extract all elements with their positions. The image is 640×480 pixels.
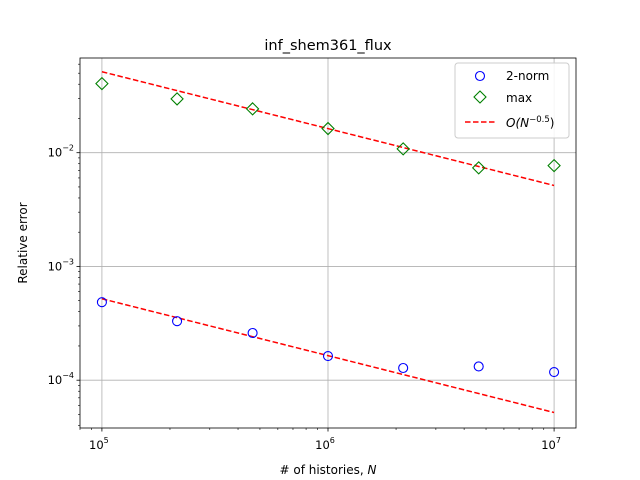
marker-2norm <box>96 297 107 308</box>
legend: 2-norm max O(N−0.5) <box>454 62 570 139</box>
reference-line <box>101 71 555 187</box>
legend-2norm-label: 2-norm <box>506 69 549 83</box>
reference-lines <box>101 71 555 414</box>
marker-2norm <box>473 361 484 372</box>
x-axis-label: # of histories, N <box>279 463 376 477</box>
reference-line <box>101 298 555 414</box>
y-axis-label: Relative error <box>16 202 30 283</box>
y-tick-label: 10−4 <box>48 371 74 387</box>
legend-max-marker <box>473 90 487 104</box>
y-tick-label: 10−2 <box>48 144 74 160</box>
marker-max <box>170 92 184 106</box>
marker-max <box>95 76 109 91</box>
marker-2norm <box>398 362 409 374</box>
legend-2norm-marker <box>474 70 486 82</box>
legend-reference-label: O(N−0.5) <box>506 115 554 130</box>
legend-box <box>454 62 570 139</box>
data-markers <box>95 76 561 378</box>
marker-max <box>396 142 410 156</box>
marker-max <box>471 161 486 175</box>
marker-2norm <box>549 366 560 378</box>
x-tick-label: 106 <box>315 436 335 452</box>
x-tick-label: 107 <box>541 436 561 452</box>
x-tick-label: 105 <box>89 436 109 452</box>
marker-2norm <box>322 351 334 362</box>
marker-max <box>245 102 260 116</box>
marker-2norm <box>172 316 183 327</box>
marker-2norm <box>247 327 258 339</box>
marker-max <box>547 158 561 173</box>
axis-ticks: 105 106 107 10−4 10−3 10−2 <box>48 63 561 452</box>
y-tick-label: 10−3 <box>48 257 74 273</box>
marker-max <box>321 121 335 136</box>
chart-title: inf_shem361_flux <box>264 38 392 54</box>
legend-max-label: max <box>506 91 532 105</box>
